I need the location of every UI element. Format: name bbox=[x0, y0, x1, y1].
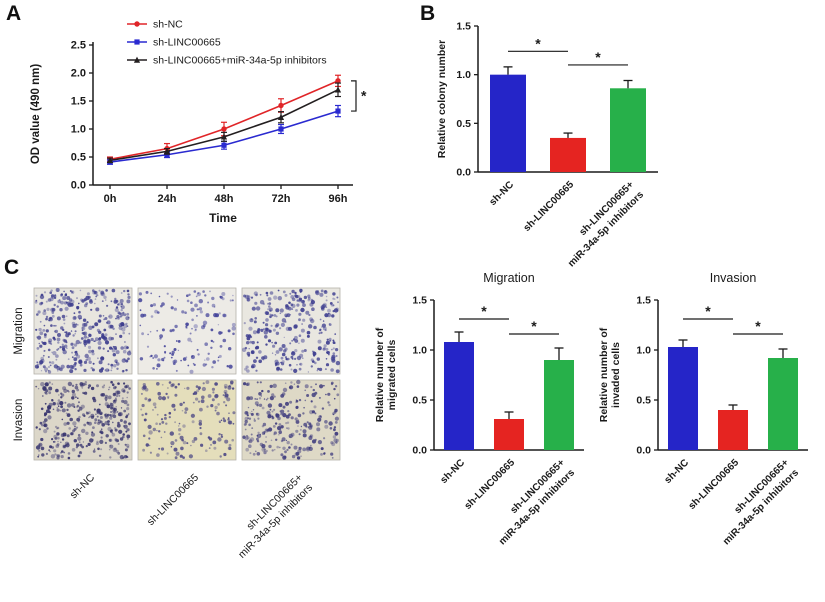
svg-text:1.5: 1.5 bbox=[412, 295, 427, 307]
panel-c-label: C bbox=[4, 256, 20, 279]
svg-text:Relative colony number: Relative colony number bbox=[436, 40, 448, 158]
svg-text:Invasion: Invasion bbox=[13, 399, 25, 442]
svg-text:sh-LINC00665: sh-LINC00665 bbox=[145, 472, 201, 528]
axes: 0.0 0.5 1.0 1.5 2.0 2.5 0h 24h 48h 72h 96h bbox=[71, 40, 353, 205]
svg-text:sh-LINC00665: sh-LINC00665 bbox=[463, 457, 518, 512]
svg-text:1.5: 1.5 bbox=[71, 96, 86, 108]
svg-text:Invasion: Invasion bbox=[710, 271, 757, 285]
migration-bar-chart: 0.0 0.5 1.0 1.5 Migration Relative number of m… bbox=[374, 271, 584, 547]
svg-text:sh-LINC00665: sh-LINC00665 bbox=[522, 179, 577, 234]
cck8-line-chart: 0.0 0.5 1.0 1.5 2.0 2.5 0h 24h 48h 72h 96h Time OD v… bbox=[30, 19, 367, 226]
bar bbox=[768, 358, 798, 450]
significance-brackets: ** bbox=[459, 303, 559, 335]
bar bbox=[444, 342, 474, 450]
bar bbox=[550, 137, 586, 172]
svg-text:migrated cells: migrated cells bbox=[386, 340, 398, 411]
svg-text:*: * bbox=[361, 87, 367, 103]
svg-text:0.0: 0.0 bbox=[636, 445, 651, 457]
bars bbox=[490, 66, 646, 172]
svg-text:OD value (490 nm): OD value (490 nm) bbox=[30, 64, 42, 165]
significance-brackets: ** bbox=[508, 35, 628, 66]
svg-text:1.5: 1.5 bbox=[456, 21, 471, 33]
svg-text:48h: 48h bbox=[215, 193, 234, 205]
svg-text:sh-NC: sh-NC bbox=[153, 19, 183, 31]
transwell-image bbox=[137, 379, 237, 461]
legend: sh-NC sh-LINC00665 sh-LINC00665+miR-34a-5p… bbox=[127, 19, 327, 67]
svg-text:1.0: 1.0 bbox=[71, 124, 86, 136]
svg-text:sh-NC: sh-NC bbox=[439, 457, 468, 486]
bars bbox=[668, 339, 798, 450]
svg-text:*: * bbox=[755, 318, 761, 334]
svg-text:1.0: 1.0 bbox=[636, 345, 651, 357]
svg-text:0.0: 0.0 bbox=[71, 180, 86, 192]
invasion-bar-chart: 0.0 0.5 1.0 1.5 Invasion Relative number of in… bbox=[598, 271, 808, 547]
image-column-labels: sh-NC sh-LINC00665 sh-LINC00665+miR-34a-5p… bbox=[68, 471, 316, 560]
svg-text:96h: 96h bbox=[329, 193, 348, 205]
svg-text:0.5: 0.5 bbox=[636, 395, 651, 407]
svg-text:Relative number of: Relative number of bbox=[598, 327, 610, 422]
svg-text:sh-NC: sh-NC bbox=[68, 471, 98, 501]
svg-text:sh-LINC00665+miR-34a-5p inhibi: sh-LINC00665+miR-34a-5p inhibitors bbox=[153, 55, 327, 67]
svg-text:*: * bbox=[481, 303, 487, 319]
svg-text:24h: 24h bbox=[158, 193, 177, 205]
transwell-image bbox=[137, 287, 237, 375]
svg-text:*: * bbox=[535, 35, 541, 51]
svg-text:Migration: Migration bbox=[483, 271, 534, 285]
panel-a-label: A bbox=[6, 2, 22, 25]
significance-bracket: * bbox=[351, 80, 367, 112]
svg-text:72h: 72h bbox=[272, 193, 291, 205]
bar bbox=[718, 410, 748, 450]
svg-text:sh-LINC00665: sh-LINC00665 bbox=[153, 37, 221, 49]
svg-text:0.0: 0.0 bbox=[412, 445, 427, 457]
category-labels: sh-NCsh-LINC00665sh-LINC00665+miR-34a-5p… bbox=[439, 457, 578, 547]
significance-brackets: ** bbox=[683, 303, 783, 335]
transwell-image bbox=[33, 287, 133, 375]
svg-text:invaded cells: invaded cells bbox=[610, 342, 622, 408]
bar bbox=[668, 347, 698, 450]
svg-text:1.0: 1.0 bbox=[456, 69, 471, 81]
svg-text:Relative number of: Relative number of bbox=[374, 327, 386, 422]
transwell-image bbox=[241, 287, 341, 375]
transwell-image bbox=[33, 379, 133, 461]
svg-text:2.0: 2.0 bbox=[71, 68, 86, 80]
svg-text:Migration: Migration bbox=[13, 307, 25, 354]
svg-text:*: * bbox=[705, 303, 711, 319]
svg-text:1.0: 1.0 bbox=[412, 345, 427, 357]
category-labels: sh-NCsh-LINC00665sh-LINC00665+miR-34a-5p… bbox=[663, 457, 802, 547]
bar bbox=[490, 74, 526, 172]
transwell-image bbox=[241, 379, 341, 461]
svg-text:0.0: 0.0 bbox=[456, 167, 471, 179]
svg-text:sh-NC: sh-NC bbox=[663, 457, 692, 486]
svg-text:0.5: 0.5 bbox=[456, 118, 471, 130]
panel-b-label: B bbox=[420, 2, 436, 25]
bar bbox=[544, 360, 574, 450]
svg-text:sh-LINC00665: sh-LINC00665 bbox=[687, 457, 742, 512]
series bbox=[106, 82, 342, 164]
bars bbox=[444, 331, 574, 450]
svg-text:0h: 0h bbox=[104, 193, 117, 205]
svg-text:sh-NC: sh-NC bbox=[488, 179, 517, 208]
svg-text:*: * bbox=[531, 318, 537, 334]
svg-text:1.5: 1.5 bbox=[636, 295, 651, 307]
svg-text:0.5: 0.5 bbox=[412, 395, 427, 407]
svg-text:2.5: 2.5 bbox=[71, 40, 86, 52]
bar bbox=[610, 88, 646, 172]
svg-text:0.5: 0.5 bbox=[71, 152, 86, 164]
svg-text:Time: Time bbox=[209, 211, 237, 225]
svg-text:*: * bbox=[595, 49, 601, 65]
bar bbox=[494, 419, 524, 450]
